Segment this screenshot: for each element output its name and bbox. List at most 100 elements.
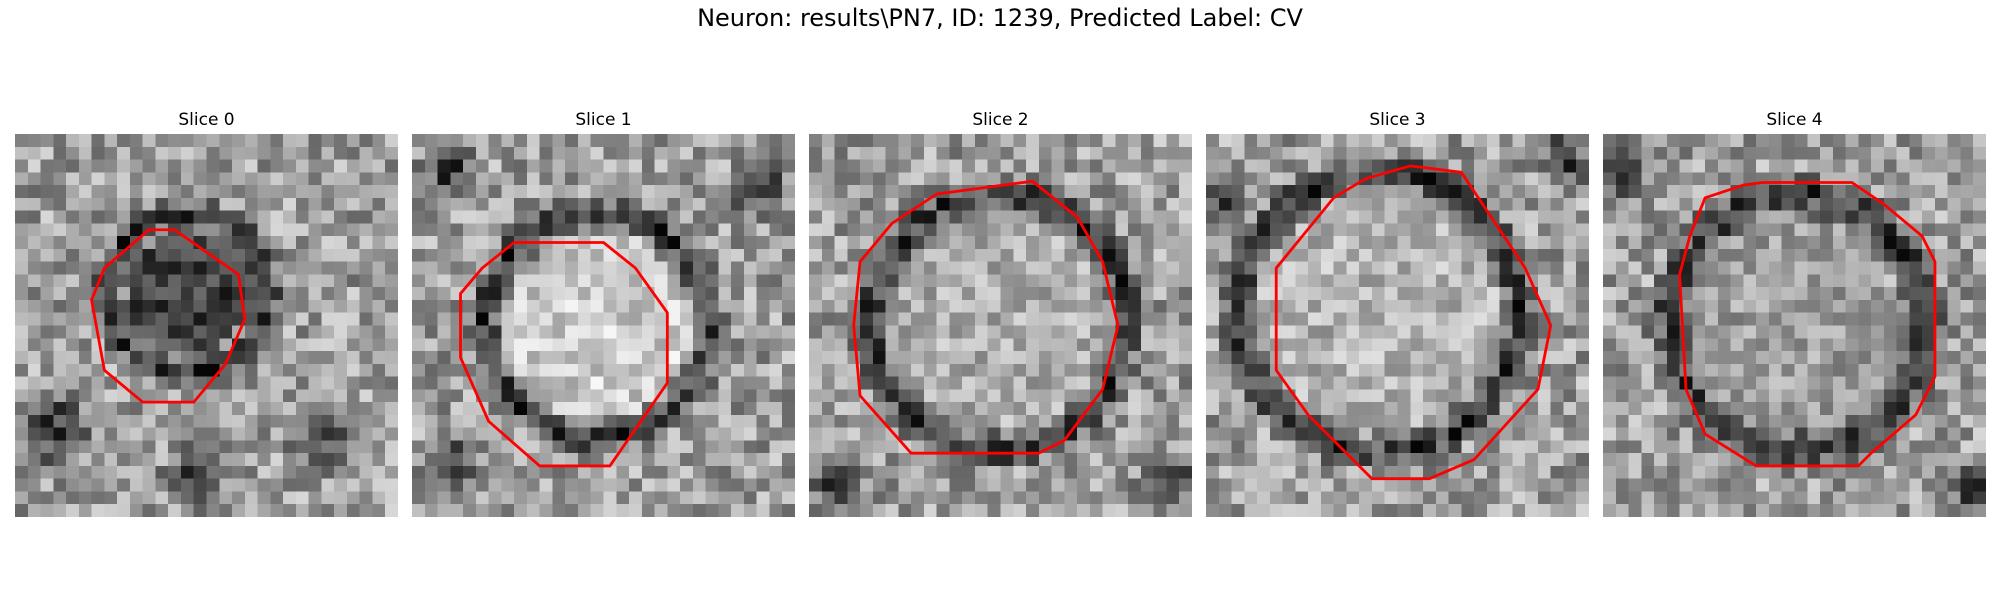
- image-pixel: [1435, 351, 1449, 365]
- image-pixel: [1359, 363, 1373, 377]
- image-pixel: [667, 274, 681, 288]
- image-pixel: [346, 287, 360, 301]
- image-pixel: [1102, 172, 1116, 186]
- image-pixel: [1641, 223, 1655, 237]
- image-pixel: [743, 402, 757, 416]
- image-pixel: [756, 389, 770, 403]
- image-pixel: [1666, 185, 1680, 199]
- image-pixel: [412, 504, 426, 517]
- image-pixel: [1282, 210, 1296, 224]
- image-pixel: [705, 465, 719, 479]
- image-pixel: [1641, 427, 1655, 441]
- image-pixel: [1423, 159, 1437, 173]
- image-pixel: [1794, 414, 1808, 428]
- image-pixel: [1461, 248, 1475, 262]
- image-pixel: [1781, 338, 1795, 352]
- image-pixel: [283, 389, 297, 403]
- image-pixel: [962, 453, 976, 467]
- image-pixel: [1705, 312, 1719, 326]
- image-pixel: [923, 287, 937, 301]
- image-pixel: [692, 351, 706, 365]
- image-pixel: [129, 351, 143, 365]
- image-pixel: [1384, 453, 1398, 467]
- image-pixel: [1705, 440, 1719, 454]
- image-pixel: [295, 338, 309, 352]
- image-pixel: [27, 325, 41, 339]
- image-pixel: [731, 236, 745, 250]
- image-pixel: [577, 363, 591, 377]
- image-pixel: [692, 159, 706, 173]
- image-pixel: [731, 363, 745, 377]
- image-pixel: [1960, 312, 1974, 326]
- image-pixel: [1666, 478, 1680, 492]
- image-pixel: [1269, 146, 1283, 160]
- image-pixel: [385, 159, 398, 173]
- image-pixel: [180, 223, 194, 237]
- image-pixel: [834, 248, 848, 262]
- image-pixel: [1102, 325, 1116, 339]
- image-pixel: [1435, 287, 1449, 301]
- image-pixel: [193, 491, 207, 505]
- image-pixel: [180, 210, 194, 224]
- image-pixel: [782, 236, 795, 250]
- image-pixel: [66, 504, 80, 517]
- image-pixel: [756, 440, 770, 454]
- image-pixel: [911, 210, 925, 224]
- image-pixel: [1089, 453, 1103, 467]
- image-pixel: [488, 363, 502, 377]
- image-pixel: [450, 504, 464, 517]
- image-pixel: [1026, 299, 1040, 313]
- image-pixel: [117, 363, 131, 377]
- image-pixel: [155, 491, 169, 505]
- image-pixel: [987, 197, 1001, 211]
- image-pixel: [40, 159, 54, 173]
- image-pixel: [936, 287, 950, 301]
- image-pixel: [821, 312, 835, 326]
- image-pixel: [1448, 402, 1462, 416]
- image-pixel: [1000, 223, 1014, 237]
- image-pixel: [1153, 427, 1167, 441]
- image-pixel: [1128, 338, 1142, 352]
- image-pixel: [1013, 210, 1027, 224]
- image-pixel: [1448, 363, 1462, 377]
- image-pixel: [1679, 491, 1693, 505]
- image-pixel: [1153, 402, 1167, 416]
- image-pixel: [987, 248, 1001, 262]
- image-pixel: [1486, 197, 1500, 211]
- image-pixel: [1499, 376, 1513, 390]
- image-pixel: [27, 478, 41, 492]
- image-pixel: [1064, 287, 1078, 301]
- image-pixel: [180, 172, 194, 186]
- image-pixel: [821, 504, 835, 517]
- image-pixel: [923, 159, 937, 173]
- image-pixel: [15, 146, 29, 160]
- image-pixel: [1550, 261, 1564, 275]
- image-pixel: [1231, 389, 1245, 403]
- image-pixel: [1486, 338, 1500, 352]
- image-pixel: [1026, 261, 1040, 275]
- image-pixel: [962, 210, 976, 224]
- image-pixel: [1333, 146, 1347, 160]
- image-pixel: [1320, 504, 1334, 517]
- image-pixel: [1512, 223, 1526, 237]
- image-pixel: [1000, 261, 1014, 275]
- image-pixel: [1077, 274, 1091, 288]
- image-pixel: [641, 504, 655, 517]
- image-pixel: [1140, 159, 1154, 173]
- image-pixel: [641, 197, 655, 211]
- image-pixel: [168, 248, 182, 262]
- image-pixel: [359, 236, 373, 250]
- image-pixel: [372, 172, 386, 186]
- image-pixel: [718, 159, 732, 173]
- image-pixel: [1089, 312, 1103, 326]
- image-pixel: [244, 491, 258, 505]
- image-pixel: [66, 261, 80, 275]
- image-pixel: [692, 363, 706, 377]
- image-pixel: [1244, 159, 1258, 173]
- image-pixel: [15, 363, 29, 377]
- image-pixel: [1973, 363, 1986, 377]
- image-pixel: [974, 440, 988, 454]
- image-pixel: [860, 465, 874, 479]
- image-pixel: [1832, 402, 1846, 416]
- image-pixel: [155, 427, 169, 441]
